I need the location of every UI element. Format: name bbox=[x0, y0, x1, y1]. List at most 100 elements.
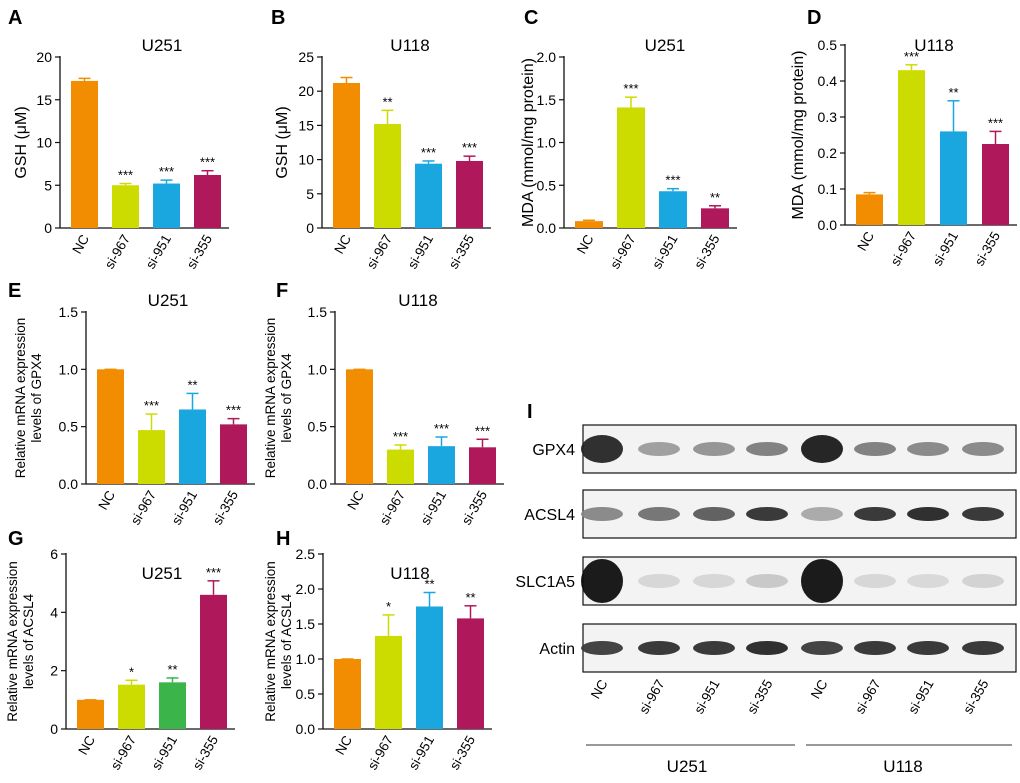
blot-band bbox=[801, 641, 843, 655]
bar-si-951 bbox=[159, 682, 186, 729]
blot-band bbox=[693, 574, 735, 588]
y-label-line: levels of ACSL4 bbox=[279, 593, 294, 689]
blot-band bbox=[801, 507, 843, 521]
y-axis-label: Relative mRNA expressionlevels of GPX4 bbox=[263, 318, 294, 479]
significance-label: ** bbox=[948, 85, 958, 100]
significance-label: *** bbox=[904, 49, 919, 64]
bar-si-967 bbox=[374, 124, 401, 228]
panel-D: D U118 0.0 0.1 0.2 0.3 0.4 0.5 MDA (mmol/mg prot… bbox=[790, 7, 1017, 268]
significance-label: *** bbox=[665, 173, 680, 188]
blot-band bbox=[746, 507, 788, 521]
blot-band bbox=[854, 574, 896, 588]
bar-si-355 bbox=[220, 424, 247, 484]
y-axis-label: MDA (mmol/mg protein) bbox=[520, 58, 537, 227]
panel-letter-E: E bbox=[8, 280, 21, 302]
panel-letter-G: G bbox=[8, 528, 24, 550]
blot-band bbox=[746, 442, 788, 456]
bar-si-951 bbox=[940, 131, 967, 225]
y-tick-label: 6 bbox=[50, 546, 58, 562]
blot-row-label: GPX4 bbox=[532, 442, 575, 459]
y-label-line: Relative mRNA expression bbox=[263, 318, 278, 479]
y-tick-label: 1.5 bbox=[537, 92, 557, 108]
bar-si-951 bbox=[179, 409, 206, 484]
x-tick-label: si-951 bbox=[405, 232, 436, 271]
blot-lane-label: NC bbox=[808, 677, 831, 702]
bar-si-355 bbox=[469, 447, 496, 484]
x-tick-label: NC bbox=[574, 232, 597, 257]
blot-row-label: ACSL4 bbox=[524, 507, 575, 524]
panel-letter-F: F bbox=[276, 280, 288, 302]
bar-NC bbox=[334, 659, 361, 729]
x-tick-label: si-355 bbox=[447, 733, 478, 772]
y-axis-label: MDA (mmol/mg protein) bbox=[790, 51, 807, 220]
y-tick-label: 0.5 bbox=[296, 686, 316, 702]
y-tick-label: 0.2 bbox=[818, 145, 838, 161]
y-tick-label: 0.0 bbox=[296, 721, 316, 737]
x-tick-label: si-951 bbox=[169, 488, 200, 527]
blot-band bbox=[581, 559, 623, 603]
bar-NC bbox=[97, 369, 124, 484]
blot-band bbox=[581, 641, 623, 655]
x-tick-label: si-967 bbox=[377, 488, 408, 527]
bar-si-951 bbox=[153, 183, 180, 228]
x-tick-label: NC bbox=[95, 488, 118, 513]
bar-si-967 bbox=[375, 635, 402, 729]
group-label-u118: U118 bbox=[883, 757, 922, 776]
y-tick-label: 0.0 bbox=[308, 476, 328, 492]
chart-title: U251 bbox=[148, 291, 189, 310]
panel-letter-B: B bbox=[271, 7, 285, 29]
blot-lane-label: NC bbox=[588, 677, 611, 702]
significance-label: *** bbox=[421, 145, 436, 160]
blot-band bbox=[962, 442, 1004, 456]
blot-band bbox=[638, 442, 680, 456]
blot-band bbox=[907, 574, 949, 588]
significance-label: *** bbox=[988, 115, 1003, 130]
y-tick-label: 1.0 bbox=[296, 651, 316, 667]
x-tick-label: si-951 bbox=[649, 232, 680, 271]
y-tick-label: 0 bbox=[306, 220, 314, 236]
blot-band bbox=[854, 442, 896, 456]
panel-letter-D: D bbox=[807, 7, 821, 29]
y-tick-label: 1.0 bbox=[308, 361, 328, 377]
blot-row-label: Actin bbox=[539, 641, 575, 658]
y-axis-label: GSH (μM) bbox=[274, 106, 291, 178]
blot-lane-label: si-355 bbox=[960, 677, 991, 716]
blot-lane-label: si-967 bbox=[636, 677, 667, 716]
significance-label: * bbox=[386, 599, 391, 614]
y-tick-label: 2.0 bbox=[537, 49, 557, 65]
panel-letter-A: A bbox=[8, 7, 22, 29]
y-tick-label: 2 bbox=[50, 663, 58, 679]
chart-title: U118 bbox=[914, 36, 953, 55]
y-label-line: levels of GPX4 bbox=[279, 353, 294, 443]
y-tick-label: 0.4 bbox=[818, 73, 838, 89]
bar-NC bbox=[856, 194, 883, 225]
panel-letter-C: C bbox=[524, 7, 538, 29]
significance-label: ** bbox=[167, 662, 177, 677]
panel-A: A U251 0 5 10 15 20 GSH (μM) NC *** si-967 *** si-95… bbox=[8, 7, 229, 271]
x-tick-label: NC bbox=[332, 733, 355, 758]
x-tick-label: si-967 bbox=[108, 733, 139, 772]
significance-label: *** bbox=[462, 140, 477, 155]
bar-si-355 bbox=[982, 144, 1009, 225]
x-tick-label: si-967 bbox=[365, 733, 396, 772]
blot-band bbox=[962, 641, 1004, 655]
bar-si-355 bbox=[200, 594, 227, 729]
significance-label: ** bbox=[465, 590, 475, 605]
y-tick-label: 1.5 bbox=[308, 304, 328, 320]
x-tick-label: si-355 bbox=[972, 229, 1003, 268]
y-axis-label: Relative mRNA expressionlevels of ACSL4 bbox=[263, 561, 294, 722]
blot-lane-label: si-967 bbox=[852, 677, 883, 716]
x-tick-label: si-355 bbox=[190, 733, 221, 772]
blot-band bbox=[907, 641, 949, 655]
y-tick-label: 0.1 bbox=[818, 181, 838, 197]
y-axis-label: Relative mRNA expressionlevels of ACSL4 bbox=[5, 561, 36, 722]
blot-band bbox=[581, 435, 623, 463]
y-tick-label: 4 bbox=[50, 604, 58, 620]
significance-label: ** bbox=[424, 577, 434, 592]
panel-E: E U251 0.0 0.5 1.0 1.5 Relative mRNA expressio… bbox=[8, 280, 255, 527]
panel-B: B U118 0 5 10 15 20 25 GSH (μM) NC ** si-967 *** si-9… bbox=[271, 7, 491, 271]
chart-title: U251 bbox=[142, 36, 183, 55]
significance-label: *** bbox=[159, 164, 174, 179]
chart-title: U251 bbox=[142, 564, 183, 583]
